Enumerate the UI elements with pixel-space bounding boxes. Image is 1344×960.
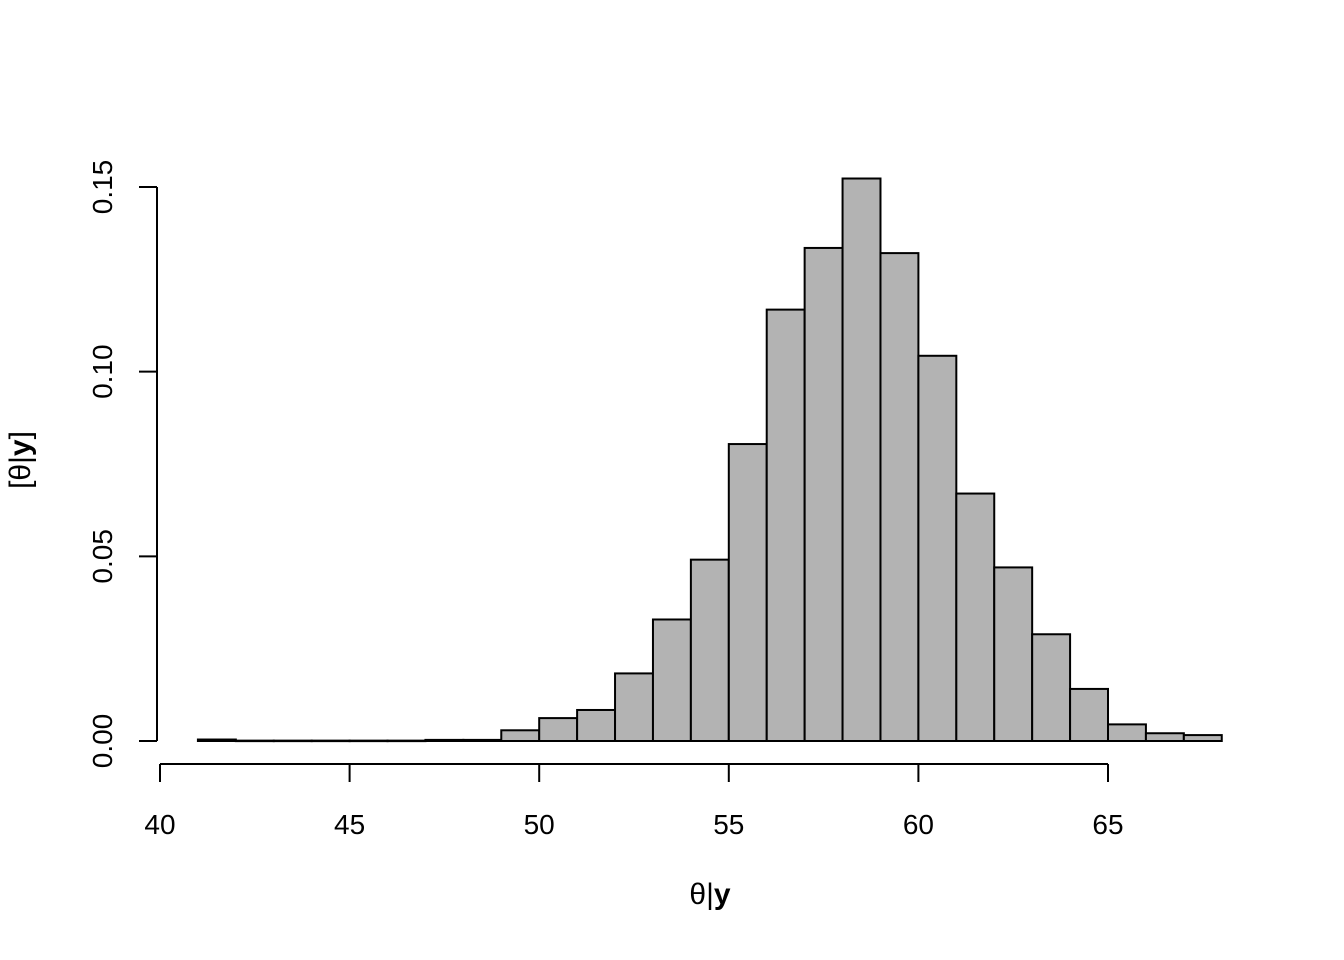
y-axis-title-theta: [θ| [4, 456, 37, 489]
histogram-bar [993, 566, 1034, 742]
histogram-bar [234, 739, 275, 743]
histogram-bar [879, 252, 920, 743]
x-tick-label: 45 [334, 809, 365, 840]
histogram-bar [1069, 687, 1109, 743]
x-tick-label: 40 [144, 809, 175, 840]
y-tick-label: 0.15 [87, 160, 118, 215]
histogram-bar [500, 729, 541, 742]
x-tick-label: 60 [903, 809, 934, 840]
histogram-bar [1182, 734, 1223, 742]
x-axis-title-y: y [714, 878, 731, 911]
histogram-bar [614, 672, 654, 742]
histogram-bar [917, 354, 958, 742]
histogram-bar [765, 308, 806, 742]
histogram-bar [196, 738, 237, 742]
histogram-bar [424, 738, 465, 743]
histogram-bar [462, 738, 503, 743]
histogram-bar [272, 739, 313, 743]
histogram-bar [348, 739, 389, 743]
y-axis-title: [θ|y] [4, 431, 37, 489]
x-axis: 40 45 50 55 60 65 [144, 763, 1124, 840]
y-tick-label: 0.00 [87, 714, 118, 769]
x-axis-title: θ|y [689, 878, 730, 911]
histogram-bar [310, 739, 351, 743]
histogram-bar [651, 618, 692, 742]
bars-group [196, 177, 1223, 743]
histogram-bar [1107, 723, 1147, 743]
histogram-bar [955, 492, 996, 742]
histogram-bar [1144, 732, 1185, 743]
y-axis-title-close: ] [4, 431, 37, 439]
histogram-bar [727, 443, 768, 742]
y-tick-label: 0.10 [87, 344, 118, 399]
histogram-bar [386, 739, 427, 743]
y-axis-title-y: y [4, 439, 37, 456]
x-tick-label: 50 [524, 809, 555, 840]
x-tick-label: 65 [1092, 809, 1123, 840]
histogram-bar [689, 558, 730, 743]
y-tick-label: 0.05 [87, 529, 118, 584]
histogram-bar [1031, 633, 1072, 743]
histogram-bar [576, 708, 617, 743]
x-axis-title-theta: θ| [689, 878, 713, 911]
histogram-bar [803, 246, 844, 742]
x-tick-label: 55 [713, 809, 744, 840]
histogram-bar [538, 717, 579, 742]
histogram-bar [841, 177, 882, 743]
y-axis: 0.00 0.05 0.10 0.15 [87, 160, 158, 769]
